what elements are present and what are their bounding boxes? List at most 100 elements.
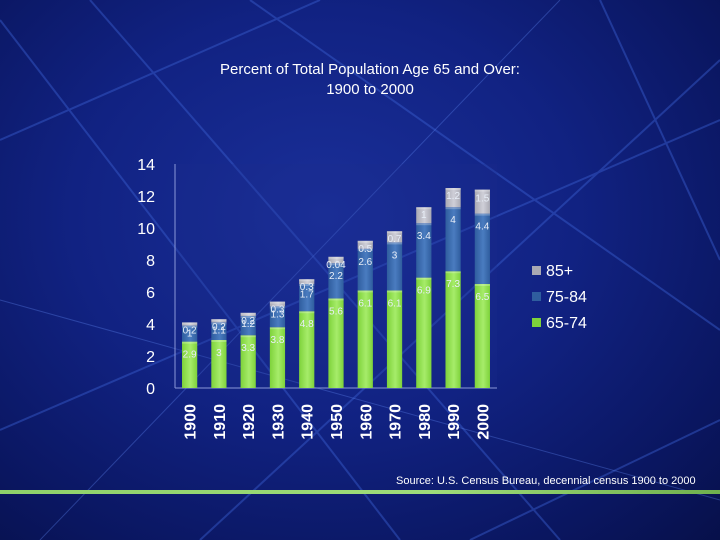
data-label-65-74-1960: 6.1 (358, 298, 372, 309)
bar-cap-75-84-1960 (357, 248, 373, 251)
x-tick-label: 1900 (183, 404, 200, 440)
bar-cap-85+-1980 (416, 207, 432, 210)
bar-segment-75-84-1940 (299, 284, 315, 312)
data-label-85+-1980: 1 (421, 210, 427, 221)
bar-segment-75-84-1970 (386, 242, 403, 291)
data-label-65-74-1970: 6.1 (388, 298, 402, 309)
data-label-65-74-1910: 3 (216, 348, 222, 359)
legend-swatch-85+ (532, 266, 541, 275)
bar-cap-65-74-1960 (357, 290, 373, 293)
bar-cap-65-74-1950 (328, 298, 344, 301)
bar-segment-85+-1920 (240, 312, 256, 316)
data-label-75-84-1960: 2.6 (358, 257, 372, 268)
x-tick-label: 1990 (446, 404, 463, 440)
y-tick-label: 12 (137, 189, 155, 206)
y-tick-label: 4 (146, 317, 155, 334)
bar-cap-65-74-1970 (386, 290, 403, 293)
data-label-85+-1990: 1.2 (446, 191, 460, 202)
bar-segment-85+-1910 (211, 319, 227, 323)
chart-title: Percent of Total Population Age 65 and O… (160, 60, 580, 100)
bottom-accent-bar (0, 490, 720, 494)
bar-segment-85+-1990 (445, 188, 461, 208)
y-tick-label: 0 (146, 381, 155, 398)
bar-segment-85+-1950 (328, 256, 344, 264)
x-tick-label: 2000 (475, 404, 492, 440)
x-tick-label: 1930 (270, 404, 287, 440)
data-label-65-74-1980: 6.9 (417, 286, 431, 297)
data-label-65-74-2000: 6.5 (475, 292, 489, 303)
bar-cap-65-74-1920 (240, 335, 256, 338)
data-label-75-84-1950: 2.2 (329, 271, 343, 282)
bar-segment-65-74-1960 (357, 290, 373, 388)
data-label-75-84-1920: 1.2 (241, 319, 255, 330)
bar-segment-85+-1970 (386, 231, 403, 243)
bar-segment-75-84-1950 (328, 263, 344, 299)
bar-segment-75-84-1910 (211, 322, 227, 340)
bar-segment-65-74-1920 (240, 335, 256, 388)
legend-label-75-84: 75-84 (546, 289, 587, 306)
bar-cap-75-84-1940 (299, 284, 315, 286)
bar-cap-75-84-1980 (416, 223, 432, 226)
title-line-1: Percent of Total Population Age 65 and O… (220, 61, 520, 78)
x-tick-label: 1920 (241, 404, 258, 440)
y-tick-label: 6 (146, 285, 155, 302)
x-tick-label: 1970 (388, 404, 405, 440)
bar-segment-85+-2000 (474, 189, 490, 214)
bar-cap-85+-1990 (445, 188, 461, 190)
bar-segment-85+-1940 (299, 279, 315, 284)
bar-cap-75-84-1970 (386, 242, 403, 245)
x-tick-label: 1940 (300, 404, 317, 440)
data-label-75-84-1900: 1 (187, 329, 193, 340)
data-label-75-84-1930: 1.3 (271, 309, 285, 320)
bar-cap-75-84-1920 (240, 316, 256, 318)
bar-cap-85+-1900 (182, 322, 198, 325)
bar-segment-65-74-1970 (386, 290, 403, 388)
bar-cap-75-84-1990 (445, 207, 461, 210)
bar-segment-65-74-2000 (474, 284, 490, 388)
bar-cap-65-74-1930 (269, 327, 286, 330)
bar-cap-75-84-1950 (328, 263, 344, 266)
bar-cap-65-74-1940 (299, 311, 315, 314)
title-line-2: 1900 to 2000 (326, 81, 414, 98)
bar-cap-75-84-1910 (211, 322, 227, 325)
data-label-85+-1920: 0.2 (241, 316, 255, 327)
legend-swatch-75-84 (532, 292, 541, 301)
bar-cap-85+-1940 (299, 279, 315, 282)
x-tick-label: 1980 (417, 404, 434, 440)
bar-cap-85+-1920 (240, 312, 256, 315)
data-label-65-74-1940: 4.8 (300, 319, 314, 330)
data-label-65-74-1920: 3.3 (241, 343, 255, 354)
bar-cap-85+-1960 (357, 240, 373, 243)
bar-cap-65-74-1900 (182, 341, 198, 344)
x-tick-label: 1960 (358, 404, 375, 440)
bar-cap-85+-1910 (211, 319, 227, 322)
data-label-85+-1960: 0.5 (358, 244, 372, 255)
data-label-65-74-1990: 7.3 (446, 279, 460, 290)
data-label-75-84-1910: 1.1 (212, 325, 226, 336)
data-label-75-84-1970: 3 (392, 250, 398, 261)
data-label-75-84-1940: 1.7 (300, 290, 314, 301)
legend-label-65-74: 65-74 (546, 315, 587, 332)
bar-cap-85+-1970 (386, 231, 403, 234)
data-label-75-84-2000: 4.4 (475, 222, 489, 233)
bar-segment-85+-1980 (416, 207, 432, 224)
y-tick-label: 8 (146, 253, 155, 270)
data-label-65-74-1900: 2.9 (183, 350, 197, 361)
bar-segment-75-84-1930 (269, 306, 286, 328)
data-label-75-84-1990: 4 (450, 215, 456, 226)
bar-segment-65-74-1930 (269, 327, 286, 388)
bar-cap-85+-1950 (328, 256, 344, 259)
bar-segment-65-74-1980 (416, 277, 432, 388)
x-tick-label: 1950 (329, 404, 346, 440)
data-label-85+-1970: 0.7 (388, 234, 402, 245)
bar-cap-65-74-1910 (211, 340, 227, 342)
bar-segment-75-84-1920 (240, 316, 256, 336)
bar-segment-65-74-1910 (211, 340, 227, 388)
data-label-65-74-1930: 3.8 (271, 335, 285, 346)
legend-swatch-65-74 (532, 318, 541, 327)
bar-segment-85+-1930 (269, 301, 286, 307)
data-label-85+-1930: 0.3 (271, 305, 285, 316)
data-label-75-84-1980: 3.4 (417, 231, 431, 242)
